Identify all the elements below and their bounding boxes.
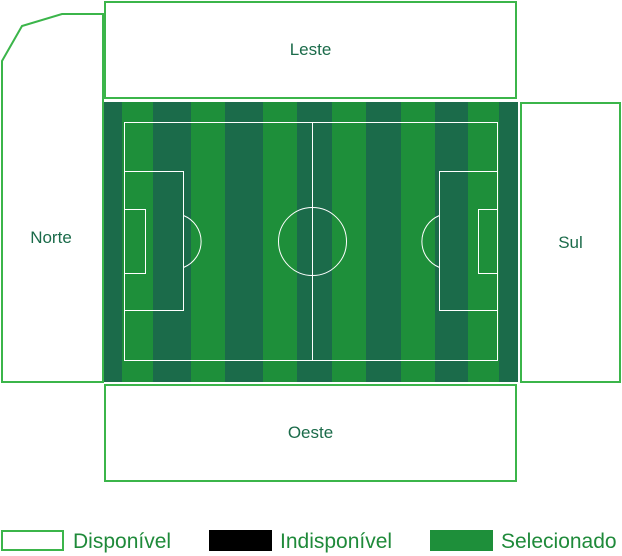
sector-oeste-label: Oeste bbox=[287, 423, 334, 442]
sector-sul-label: Sul bbox=[558, 232, 583, 252]
sector-oeste[interactable]: Oeste bbox=[104, 384, 517, 482]
sector-norte[interactable] bbox=[0, 13, 104, 383]
legend-swatch-indisponivel bbox=[209, 530, 272, 551]
legend-label-selecionado: Selecionado bbox=[501, 530, 617, 553]
sector-norte-label: Norte bbox=[30, 228, 72, 247]
pitch-stripes bbox=[104, 102, 518, 382]
legend-swatch-selecionado bbox=[430, 530, 493, 551]
sector-sul[interactable]: Sul bbox=[520, 102, 621, 383]
legend-label-disponivel: Disponível bbox=[73, 530, 172, 553]
pitch-lines bbox=[124, 122, 498, 361]
legend-label-indisponivel: Indisponível bbox=[280, 530, 393, 553]
football-pitch bbox=[104, 102, 518, 382]
legend-swatch-disponivel bbox=[1, 530, 64, 551]
sector-leste[interactable]: Leste bbox=[104, 1, 517, 99]
sector-leste-label: Leste bbox=[289, 40, 332, 59]
